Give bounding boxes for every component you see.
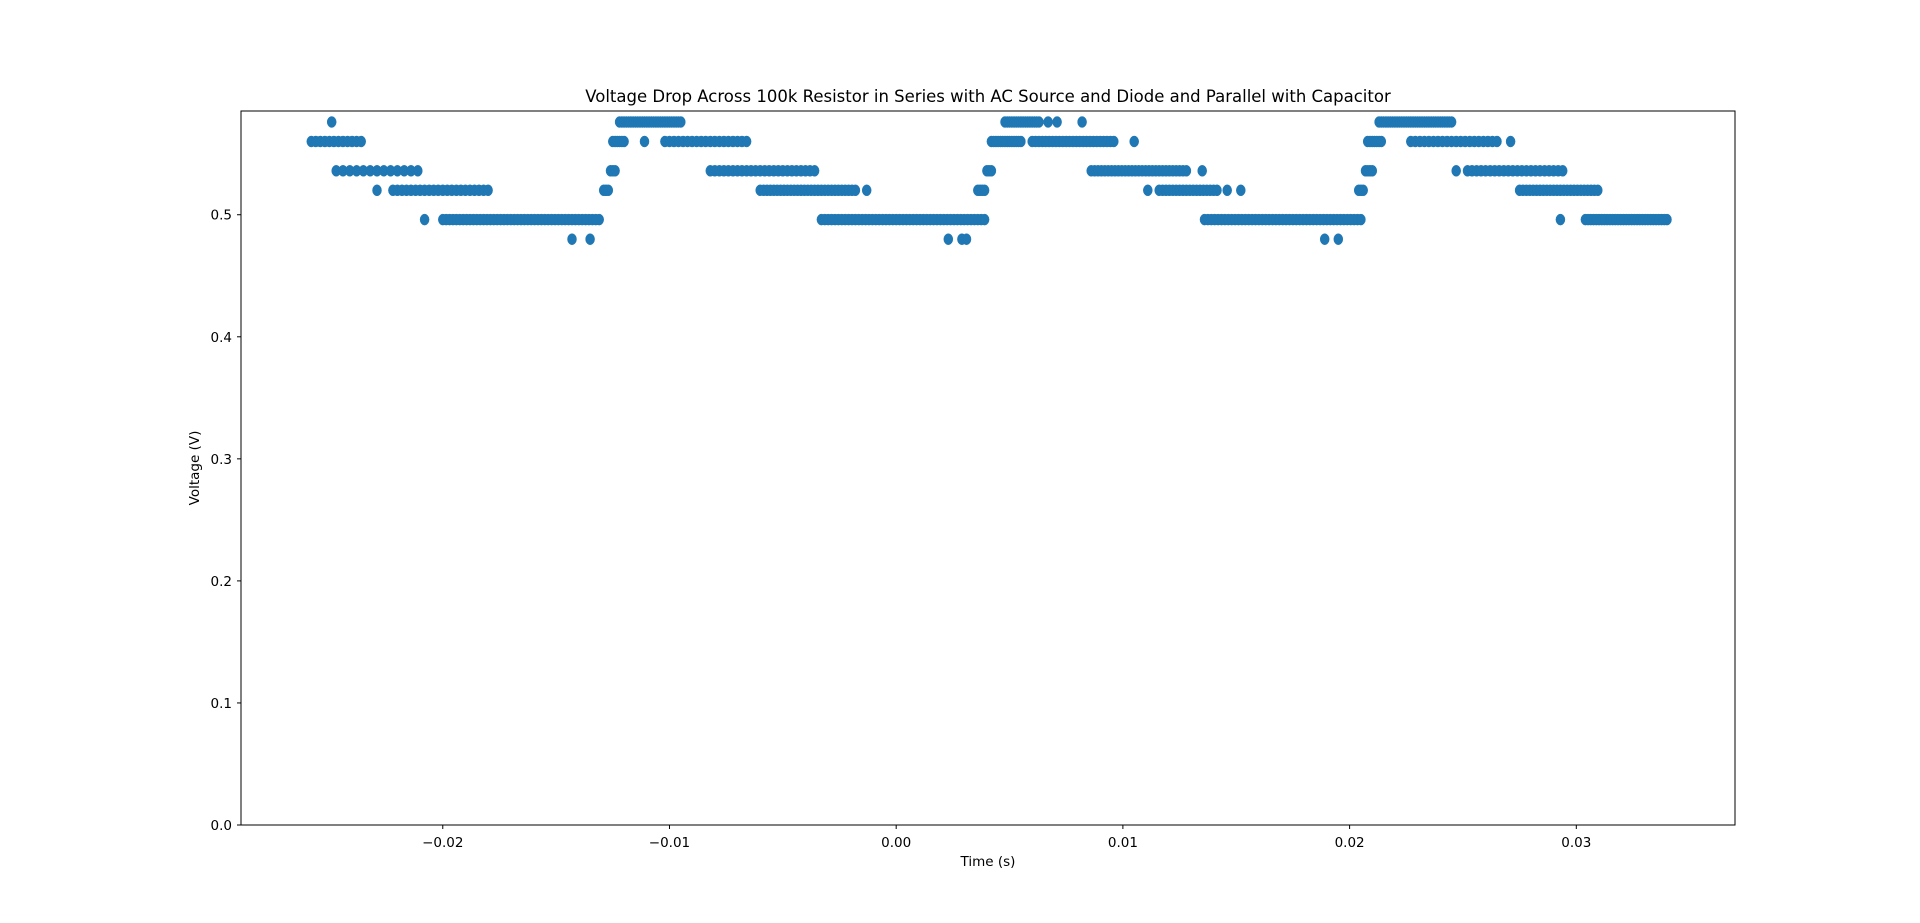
data-point [1446,116,1457,128]
data-point [413,165,423,177]
x-tick-label: 0.00 [881,835,911,851]
y-tick-label: 0.5 [211,208,232,224]
data-point [986,165,997,177]
data-point [1181,165,1192,177]
x-axis-label: Time (s) [960,854,1016,870]
y-tick-label: 0.1 [211,696,232,712]
data-point [1505,135,1516,148]
data-point [372,184,382,197]
data-point [1212,184,1222,197]
y-axis: 0.0 0.1 0.2 0.3 0.4 0.5 [211,208,241,834]
data-point [1555,213,1566,226]
data-point [639,135,650,148]
data-point [610,165,620,177]
data-point [483,184,493,197]
x-tick-label: 0.03 [1561,835,1591,851]
y-tick-label: 0.0 [211,818,232,834]
chart-title: Voltage Drop Across 100k Resistor in Ser… [585,87,1391,106]
data-point [1557,165,1568,177]
data-point [1451,165,1461,177]
data-point [1143,184,1153,197]
data-point [850,184,861,197]
data-point [1662,213,1672,226]
data-point [676,116,686,128]
data-point [1016,135,1026,148]
data-point [419,213,430,226]
data-point [1052,116,1062,128]
data-point [1492,135,1502,148]
y-tick-label: 0.4 [211,330,232,346]
data-point [1236,184,1246,197]
data-point [961,233,972,245]
y-axis-label: Voltage (V) [187,431,203,506]
data-point [619,135,629,148]
data-point [979,184,990,197]
data-point [594,213,604,226]
x-tick-label: −0.02 [422,835,463,851]
plot-frame [240,110,1736,826]
x-tick-label: 0.02 [1335,835,1365,851]
data-point [1077,116,1087,128]
data-point [1129,135,1139,148]
x-tick-label: −0.01 [649,835,690,851]
data-point [603,184,614,197]
data-point [1593,184,1603,197]
data-point [1319,233,1330,245]
data-point [809,165,820,177]
data-point [1197,165,1207,177]
data-points [306,116,1672,245]
data-point [1358,184,1368,197]
data-point [567,233,577,245]
data-point [979,213,990,226]
data-point [1109,135,1119,148]
data-point [1043,116,1053,128]
y-tick-label: 0.3 [211,452,232,468]
data-point [326,116,337,128]
data-point [1376,135,1387,148]
data-point [741,135,752,148]
x-axis: −0.02 −0.01 0.00 0.01 0.02 0.03 [422,825,1591,851]
data-point [1367,165,1378,177]
x-tick-label: 0.01 [1108,835,1138,851]
data-point [861,184,872,197]
y-tick-label: 0.2 [211,574,232,590]
data-point [1034,116,1044,128]
data-point [1333,233,1344,245]
data-point [1222,184,1232,197]
data-point [356,135,366,148]
data-point [1356,213,1366,226]
data-point [943,233,954,245]
data-point [585,233,595,245]
